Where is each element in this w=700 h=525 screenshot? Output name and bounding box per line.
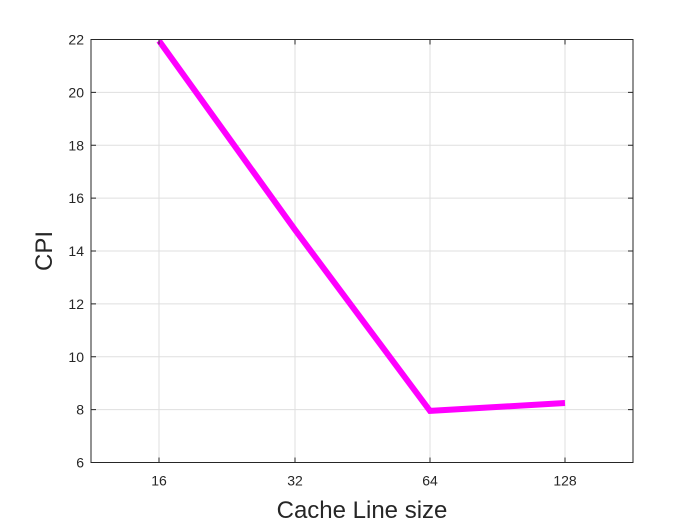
y-tick-label: 18 bbox=[68, 137, 84, 153]
data-point bbox=[562, 400, 568, 406]
data-point bbox=[427, 408, 433, 414]
x-tick-label: 64 bbox=[422, 473, 438, 489]
data-point bbox=[292, 227, 298, 233]
y-tick-label: 6 bbox=[76, 455, 84, 471]
x-axis-title: Cache Line size bbox=[277, 497, 448, 524]
y-axis-title: CPI bbox=[31, 231, 58, 271]
series-line bbox=[156, 39, 566, 414]
x-tick-label: 128 bbox=[553, 473, 577, 489]
y-tick-label: 12 bbox=[68, 296, 84, 312]
y-tick-label: 22 bbox=[68, 32, 84, 48]
y-tick-label: 10 bbox=[68, 349, 84, 365]
grid-lines bbox=[91, 39, 633, 463]
series-layer bbox=[156, 39, 568, 414]
y-tick-label: 16 bbox=[68, 190, 84, 206]
tick-marks bbox=[91, 39, 633, 463]
y-tick-labels: 6 8 10 12 14 16 18 20 22 bbox=[68, 32, 84, 471]
y-tick-label: 14 bbox=[68, 243, 84, 259]
x-tick-label: 16 bbox=[151, 473, 167, 489]
y-tick-label: 8 bbox=[76, 402, 84, 418]
y-tick-label: 20 bbox=[68, 84, 84, 100]
x-tick-label: 32 bbox=[287, 473, 303, 489]
x-tick-labels: 16 32 64 128 bbox=[151, 473, 577, 489]
